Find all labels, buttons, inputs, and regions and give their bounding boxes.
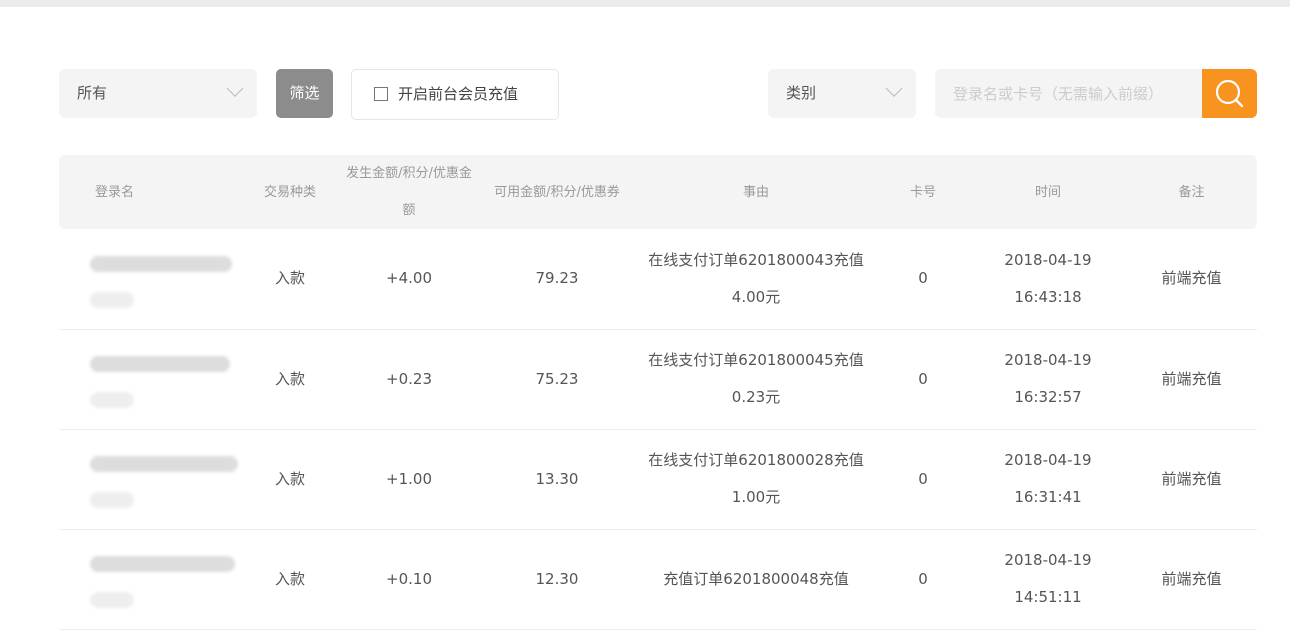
top-bar — [0, 0, 1290, 7]
reason-cell: 在线支付订单6201800045充值0.23元 — [636, 329, 876, 430]
note-cell: 前端充值 — [1126, 429, 1257, 530]
checkbox-icon[interactable] — [374, 87, 388, 101]
amount-cell: +1.00 — [340, 429, 478, 530]
redacted-login-name — [90, 492, 134, 508]
redacted-login-name — [90, 255, 232, 272]
chevron-down-icon — [885, 79, 903, 97]
table-row[interactable]: 入款 +0.10 12.30 充值订单6201800048充值 0 2018-04-19 … — [59, 529, 1257, 630]
type-cell: 入款 — [240, 429, 340, 530]
time-cell: 2018-04-19 16:32:57 — [970, 329, 1126, 430]
amount-cell: +0.23 — [340, 329, 478, 430]
redacted-login-name — [90, 392, 134, 408]
redacted-login-name — [90, 592, 134, 608]
column-header: 卡号 — [909, 184, 936, 200]
search-button[interactable] — [1202, 69, 1257, 118]
filter-button[interactable]: 筛选 — [276, 69, 333, 118]
login-name-cell — [59, 529, 240, 630]
note-cell: 前端充值 — [1126, 529, 1257, 630]
column-header: 备注 — [1178, 184, 1205, 200]
checkbox-label: 开启前台会员充值 — [398, 85, 519, 103]
reason-cell: 在线支付订单6201800043充值4.00元 — [636, 229, 876, 330]
table-row[interactable]: 入款 +0.23 75.23 在线支付订单6201800045充值0.23元 0 2018… — [59, 329, 1257, 430]
redacted-login-name — [90, 556, 235, 572]
note-cell: 前端充值 — [1126, 329, 1257, 430]
amount-cell: +0.10 — [340, 529, 478, 630]
card-cell: 0 — [876, 429, 970, 530]
available-cell: 12.30 — [478, 529, 636, 630]
time-cell: 2018-04-19 16:31:41 — [970, 429, 1126, 530]
card-cell: 0 — [876, 529, 970, 630]
chevron-down-icon — [226, 79, 244, 97]
available-cell: 79.23 — [478, 229, 636, 330]
column-header: 可用金额/积分/优惠券 — [494, 184, 620, 200]
category-select[interactable]: 类别 — [768, 69, 916, 118]
amount-cell: +4.00 — [340, 229, 478, 330]
reason-cell: 充值订单6201800048充值 — [636, 529, 876, 630]
column-header: 登录名 — [95, 184, 135, 200]
transactions-table: 登录名 交易种类 发生金额/积分/优惠金额 可用金额/积分/优惠券 事由 卡号 时间 备注 入… — [59, 155, 1257, 630]
redacted-login-name — [90, 291, 134, 308]
column-header: 发生金额/积分/优惠金额 — [346, 166, 472, 218]
redacted-login-name — [90, 356, 230, 372]
scope-select[interactable]: 所有 — [59, 69, 257, 118]
column-header: 事由 — [742, 184, 769, 200]
table-row[interactable]: 入款 +1.00 13.30 在线支付订单6201800028充值1.00元 0 2018… — [59, 429, 1257, 530]
type-cell: 入款 — [240, 229, 340, 330]
login-name-cell — [59, 329, 240, 430]
column-header: 交易种类 — [263, 184, 316, 200]
login-name-cell — [59, 429, 240, 530]
note-cell: 前端充值 — [1126, 229, 1257, 330]
type-cell: 入款 — [240, 329, 340, 430]
frontend-recharge-checkbox[interactable]: 开启前台会员充值 — [351, 69, 559, 120]
type-cell: 入款 — [240, 529, 340, 630]
login-name-cell — [59, 229, 240, 330]
category-select-value: 类别 — [786, 84, 817, 102]
search-input[interactable] — [935, 69, 1202, 118]
available-cell: 75.23 — [478, 329, 636, 430]
table-header: 登录名 交易种类 发生金额/积分/优惠金额 可用金额/积分/优惠券 事由 卡号 时间 备注 — [59, 155, 1257, 229]
column-header: 时间 — [1034, 184, 1061, 200]
time-cell: 2018-04-19 16:43:18 — [970, 229, 1126, 330]
card-cell: 0 — [876, 229, 970, 330]
reason-cell: 在线支付订单6201800028充值1.00元 — [636, 429, 876, 530]
available-cell: 13.30 — [478, 429, 636, 530]
redacted-login-name — [90, 456, 238, 472]
search-icon — [1215, 79, 1244, 108]
scope-select-value: 所有 — [77, 84, 108, 102]
card-cell: 0 — [876, 329, 970, 430]
table-row[interactable]: 入款 +4.00 79.23 在线支付订单6201800043充值4.00元 0 2018… — [59, 229, 1257, 330]
time-cell: 2018-04-19 14:51:11 — [970, 529, 1126, 630]
